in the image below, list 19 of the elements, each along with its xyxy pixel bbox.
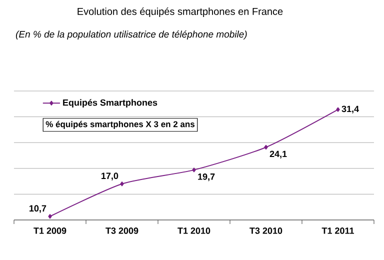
x-tick-label: T1 2011 [322,228,354,234]
data-label: 10,7 [30,205,46,213]
annotation: % équipés smartphones X 3 en 2 ans [46,120,195,129]
x-tick-label: T3 2009 [106,228,138,234]
point [264,144,268,150]
data-label: 17,0 [102,172,118,180]
data-label: 19,7 [198,173,215,182]
point [336,107,340,112]
point [192,168,196,172]
chart-subtitle: (En % de la population utilisatrice de téléphone mobile) [16,30,247,40]
point [48,214,52,219]
data-label: 31,4 [342,106,359,114]
data-label: 24,1 [270,150,287,158]
chart-title: Evolution des équipés smartphones en France [78,8,283,17]
x-tick-label: T1 2009 [34,228,66,234]
x-tick-label: T1 2010 [178,228,210,234]
x-tick-label: T3 2010 [250,228,282,234]
legend-label: Equipés Smartphones [63,99,158,108]
point [120,182,124,186]
